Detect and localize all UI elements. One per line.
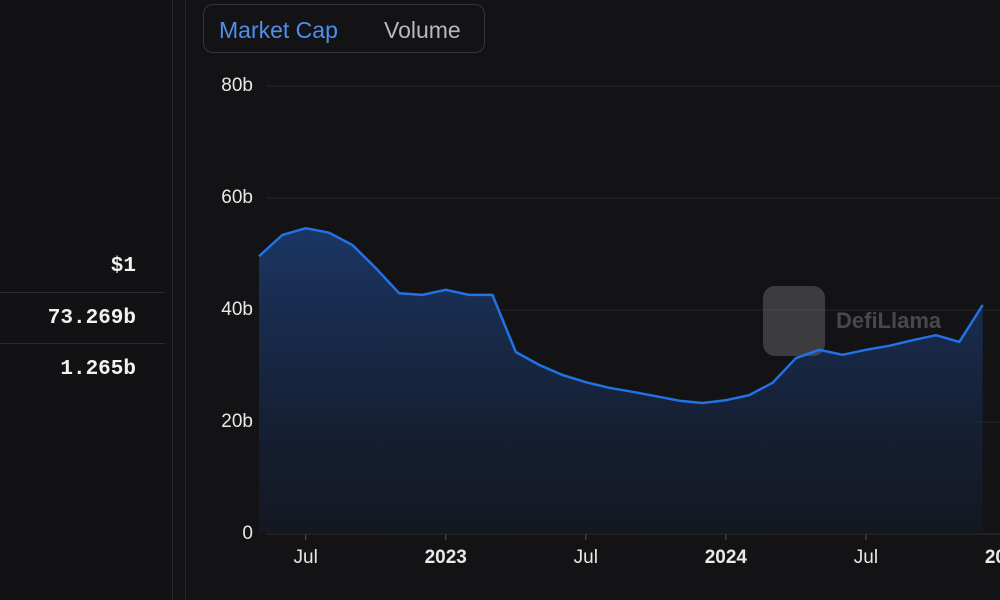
divider	[185, 0, 186, 600]
watermark: DefiLlama	[763, 286, 942, 356]
watermark-text: DefiLlama	[836, 308, 942, 333]
x-tick-label: Jul	[294, 547, 318, 568]
y-tick-label: 0	[242, 523, 253, 544]
y-tick-label: 80b	[221, 75, 253, 96]
tab-group: Market Cap Volume	[203, 4, 485, 53]
line	[258, 226, 984, 405]
separator	[0, 343, 165, 344]
tab-market-cap[interactable]: Market Cap	[219, 17, 338, 43]
y-tick-label: 40b	[221, 299, 253, 320]
x-tick-label: 2023	[425, 547, 467, 568]
volume: 1.265b	[60, 358, 136, 381]
x-tick-label: Jul	[574, 547, 598, 568]
price: $1	[110, 255, 136, 278]
watermark-logo	[763, 286, 825, 356]
side-panel: $1 73.269b 1.265b	[0, 0, 173, 600]
x-tick-label: 2024	[705, 547, 748, 568]
y-tick-label: 60b	[221, 187, 253, 208]
tab-volume[interactable]: Volume	[384, 17, 461, 43]
y-tick-label: 20b	[221, 411, 253, 432]
separator	[0, 292, 165, 293]
market-cap: 73.269b	[47, 307, 136, 330]
x-tick-label: 2025	[985, 547, 1000, 568]
x-tick-label: Jul	[854, 547, 878, 568]
area-fill	[259, 228, 983, 534]
